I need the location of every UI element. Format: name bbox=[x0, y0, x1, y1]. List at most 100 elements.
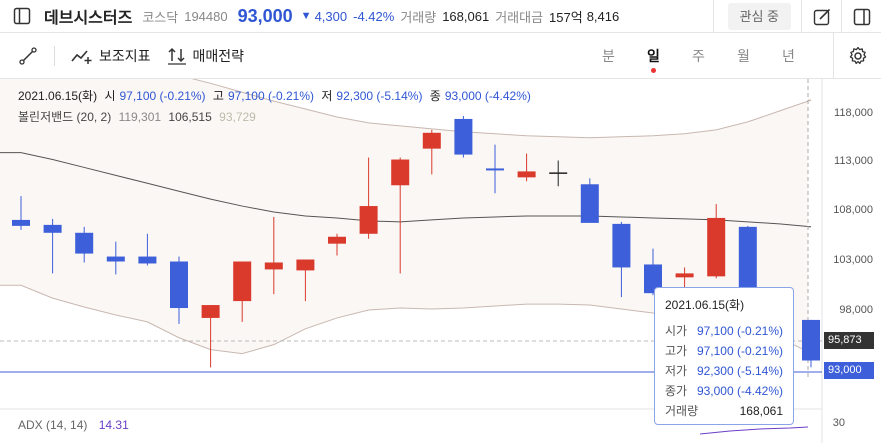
axis-label-103000: 103,000 bbox=[833, 254, 873, 266]
candle[interactable] bbox=[12, 196, 30, 230]
candle[interactable] bbox=[580, 178, 599, 223]
market-label: 코스닥 bbox=[142, 9, 179, 25]
candle[interactable] bbox=[802, 319, 820, 368]
indicator-button[interactable]: 보조지표 bbox=[71, 46, 151, 66]
header-tools: 관심 중 bbox=[712, 0, 881, 32]
settings-button[interactable] bbox=[833, 33, 881, 79]
price-change: 4,300 bbox=[314, 8, 348, 24]
axis-label-108000: 108,000 bbox=[833, 204, 873, 216]
tab-week[interactable]: 주 bbox=[692, 48, 705, 64]
open-value: 97,100 (-0.21%) bbox=[119, 89, 206, 103]
panel-icon bbox=[13, 7, 31, 25]
ohlc-info: 2021.06.15(화) 시 97,100 (-0.21%) 고 97,100 (… bbox=[18, 87, 535, 104]
close-value: 93,000 (-4.42%) bbox=[444, 89, 531, 103]
bollinger-label: 볼린저밴드 (20, 2) bbox=[18, 110, 112, 124]
candle[interactable] bbox=[296, 259, 315, 302]
bollinger-band-fill bbox=[0, 79, 811, 354]
gear-icon bbox=[849, 46, 866, 65]
candle[interactable] bbox=[170, 256, 188, 324]
bollinger-mid: 106,515 bbox=[168, 110, 212, 124]
candle[interactable] bbox=[106, 241, 125, 275]
amount-value-extra: 8,416 bbox=[586, 8, 620, 24]
candle[interactable] bbox=[264, 216, 283, 295]
volume-label: 거래량 bbox=[400, 9, 437, 25]
edit-icon bbox=[813, 8, 830, 25]
axis-label-113000: 113,000 bbox=[834, 155, 873, 167]
high-label: 고 bbox=[212, 89, 224, 103]
trade-strategy-label: 매매전략 bbox=[192, 47, 245, 64]
edit-button[interactable] bbox=[801, 0, 841, 32]
period-tabs: 분 일 주 월 년 bbox=[586, 33, 811, 79]
adx-axis-label: 30 bbox=[832, 417, 845, 429]
buy-sell-icon bbox=[167, 47, 186, 65]
watchlist-button[interactable]: 관심 중 bbox=[727, 3, 791, 30]
info-date: 2021.06.15(화) bbox=[18, 89, 98, 103]
high-value: 97,100 (-0.21%) bbox=[227, 89, 314, 103]
close-label: 종 bbox=[429, 89, 441, 103]
price-change-pct: -4.42% bbox=[353, 8, 395, 24]
last-price-badge: 93,000 bbox=[824, 362, 874, 379]
candle[interactable] bbox=[391, 157, 410, 274]
line-draw-icon bbox=[19, 46, 37, 65]
tooltip-row-volume: 거래량 168,061 bbox=[665, 404, 783, 418]
axis-label-118000: 118,000 bbox=[834, 107, 873, 119]
axis-label-98000: 98,000 bbox=[839, 304, 873, 316]
adx-line bbox=[699, 426, 809, 435]
volume-value: 168,061 bbox=[442, 8, 490, 24]
bollinger-mid-line bbox=[0, 152, 812, 228]
chart-toolbar: 보조지표 매매전략 분 일 주 월 년 bbox=[0, 33, 881, 79]
price-chart[interactable]: 2021.06.15(화) 시 97,100 (-0.21%) 고 97,100 (… bbox=[0, 79, 881, 443]
amount-value: 157억 bbox=[549, 9, 583, 25]
candle[interactable] bbox=[422, 129, 441, 175]
candle[interactable] bbox=[486, 144, 504, 194]
bollinger-upper-line bbox=[191, 79, 812, 139]
adx-info: ADX (14, 14) 14.31 bbox=[18, 418, 133, 432]
candle[interactable] bbox=[328, 233, 346, 256]
candle[interactable] bbox=[359, 157, 378, 239]
candlestick-chart[interactable] bbox=[0, 79, 881, 443]
candle[interactable] bbox=[612, 221, 631, 298]
trade-strategy-button[interactable]: 매매전략 bbox=[167, 46, 245, 66]
tab-month[interactable]: 월 bbox=[737, 48, 750, 64]
candle[interactable] bbox=[43, 218, 62, 274]
candle[interactable] bbox=[644, 248, 662, 296]
current-price: 93,000 bbox=[237, 5, 293, 26]
tab-day[interactable]: 일 bbox=[631, 46, 676, 73]
candle-tooltip: 2021.06.15(화) 시가 97,100 (-0.21%) 고가 97,100… bbox=[654, 287, 794, 425]
stock-code: 194480 bbox=[184, 8, 228, 24]
split-panel-icon bbox=[853, 8, 870, 25]
indicator-label: 보조지표 bbox=[99, 47, 151, 64]
tab-minute[interactable]: 분 bbox=[602, 48, 615, 64]
candle[interactable] bbox=[233, 261, 252, 322]
low-label: 저 bbox=[321, 89, 333, 103]
candle[interactable] bbox=[454, 115, 473, 158]
tooltip-date: 2021.06.15(화) bbox=[665, 298, 745, 312]
candle[interactable] bbox=[517, 153, 536, 182]
candle[interactable] bbox=[549, 160, 568, 187]
candle[interactable] bbox=[738, 225, 757, 292]
stock-name[interactable]: 데브시스터즈 bbox=[44, 10, 133, 27]
layout-button[interactable] bbox=[841, 0, 881, 32]
indicator-icon bbox=[71, 49, 92, 64]
candle[interactable] bbox=[138, 233, 157, 266]
tab-year[interactable]: 년 bbox=[782, 48, 795, 64]
tooltip-row-low: 저가 92,300 (-5.14%) bbox=[665, 364, 783, 378]
tooltip-row-close: 종가 93,000 (-4.42%) bbox=[665, 384, 783, 398]
adx-label: ADX (14, 14) bbox=[18, 418, 88, 432]
candle[interactable] bbox=[707, 204, 726, 279]
bollinger-info: 볼린저밴드 (20, 2) 119,301 106,515 93,729 bbox=[18, 108, 260, 125]
tooltip-row-high: 고가 97,100 (-0.21%) bbox=[665, 344, 783, 358]
bollinger-lower: 93,729 bbox=[219, 110, 256, 124]
down-arrow-icon: ▼ bbox=[300, 10, 312, 22]
drawing-tool-button[interactable] bbox=[18, 46, 38, 66]
candle[interactable] bbox=[201, 305, 220, 368]
crosshair-price-badge: 95,873 bbox=[824, 332, 874, 349]
stock-header: 데브시스터즈 코스닥 194480 93,000 ▼ 4,300 -4.42% … bbox=[0, 0, 881, 33]
amount-label: 거래대금 bbox=[495, 9, 544, 25]
tooltip-row-open: 시가 97,100 (-0.21%) bbox=[665, 324, 783, 338]
low-value: 92,300 (-5.14%) bbox=[336, 89, 423, 103]
bollinger-upper: 119,301 bbox=[118, 110, 162, 124]
sidebar-toggle-button[interactable] bbox=[0, 0, 44, 32]
candle[interactable] bbox=[75, 226, 94, 263]
open-label: 시 bbox=[104, 89, 116, 103]
